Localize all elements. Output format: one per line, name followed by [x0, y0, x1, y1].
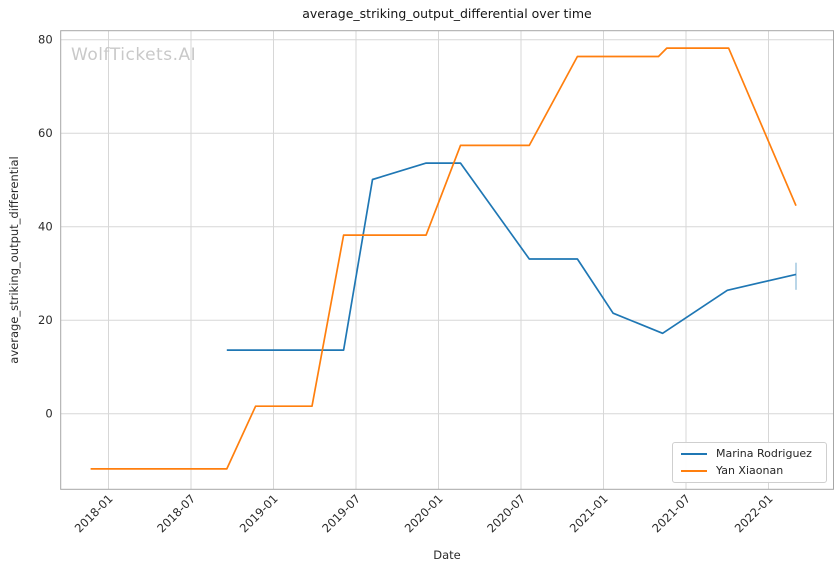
y-tick-label: 20 — [38, 313, 53, 327]
series-line-marina-rodriguez — [226, 162, 797, 351]
x-tick-label: 2021-07 — [649, 492, 693, 536]
legend-label-marina-rodriguez: Marina Rodriguez — [716, 447, 812, 461]
x-tick-label: 2018-01 — [72, 492, 116, 536]
x-tick-label: 2022-01 — [732, 492, 776, 536]
x-tick-label: 2018-07 — [154, 492, 198, 536]
legend-line-swatch-orange — [681, 469, 707, 472]
legend: Marina Rodriguez Yan Xiaonan — [672, 442, 827, 483]
y-tick-label: 0 — [45, 407, 52, 421]
x-tick-label: 2019-07 — [319, 492, 363, 536]
y-tick-label: 40 — [38, 220, 53, 234]
plot-border — [60, 30, 834, 490]
y-tick-label: 80 — [38, 33, 53, 47]
x-tick-label: 2019-01 — [237, 492, 281, 536]
legend-item-marina-rodriguez: Marina Rodriguez — [681, 447, 818, 461]
legend-item-yan-xiaonan: Yan Xiaonan — [681, 464, 818, 478]
chart-title: average_striking_output_differential ove… — [302, 6, 592, 21]
x-tick-label: 2020-01 — [402, 492, 446, 536]
legend-line-swatch-blue — [681, 453, 707, 456]
watermark-text: WolfTickets.AI — [71, 45, 197, 65]
series-line-yan-xiaonan — [90, 47, 797, 470]
x-tick-label: 2020-07 — [484, 492, 528, 536]
y-tick-label: 60 — [38, 126, 53, 140]
x-axis-label: Date — [433, 548, 461, 562]
legend-label-yan-xiaonan: Yan Xiaonan — [716, 463, 784, 477]
x-tick-label: 2021-01 — [567, 492, 611, 536]
y-axis-label: average_striking_output_differential — [7, 156, 21, 364]
